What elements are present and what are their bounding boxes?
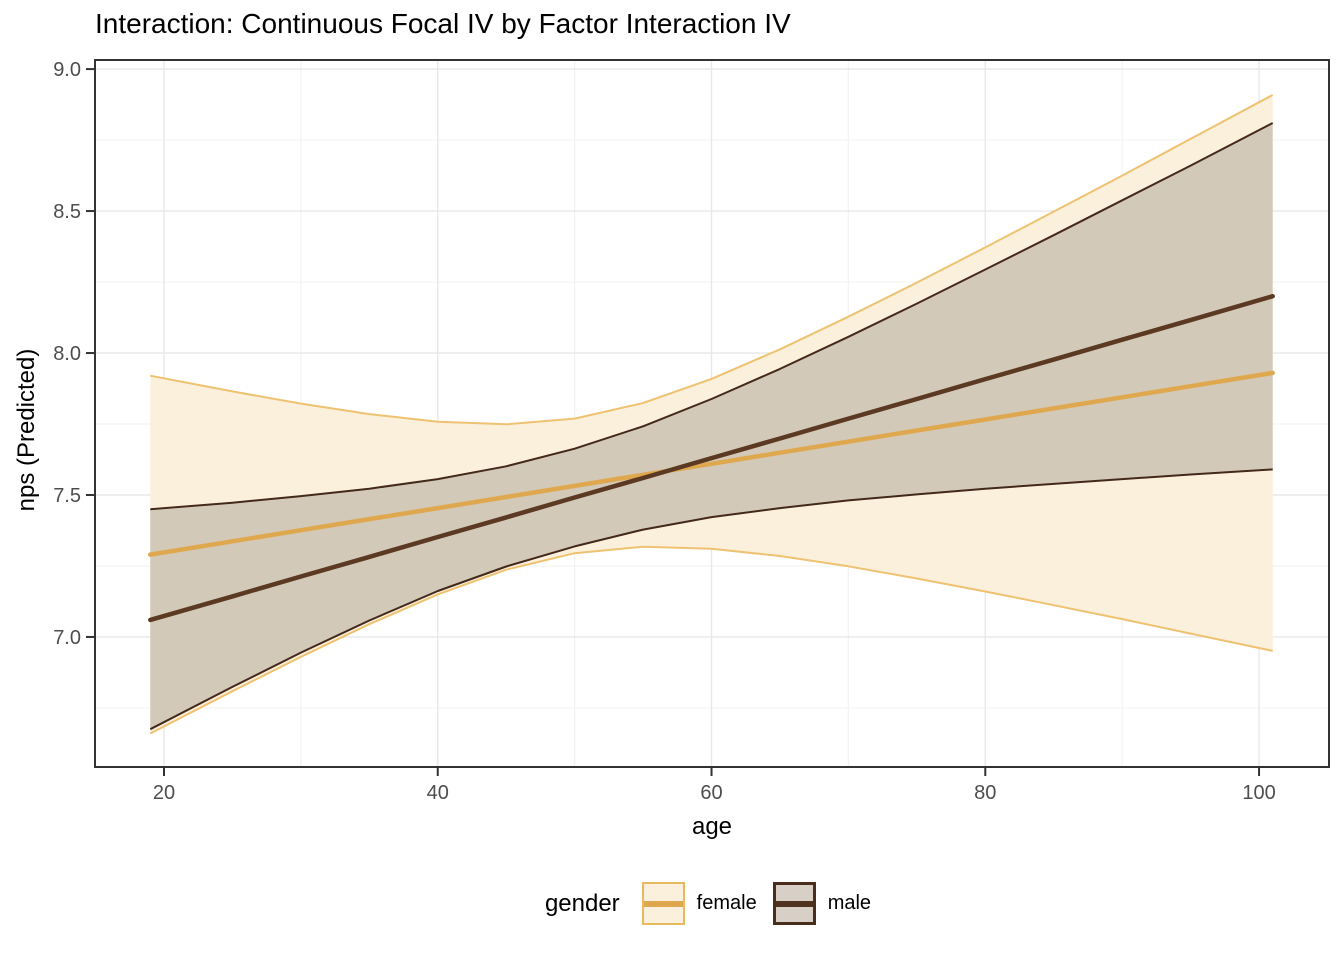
legend-title: gender — [544, 889, 620, 917]
y-axis-title: nps (Predicted) — [13, 348, 40, 512]
ribbon-male — [150, 123, 1273, 730]
chart-title: Interaction: Continuous Focal IV by Fact… — [95, 8, 791, 39]
y-tick-label: 8.0 — [53, 343, 81, 365]
x-tick-label: 100 — [1242, 782, 1275, 804]
panel-border — [94, 59, 1330, 768]
legend-key-male-icon — [772, 882, 816, 925]
x-tick-label: 60 — [700, 782, 722, 804]
legend-entry-female: female — [641, 882, 757, 925]
ribbon-upper-edge-male — [150, 122, 1274, 511]
x-tick-label: 40 — [427, 782, 449, 804]
legend-entry-male: male — [772, 882, 872, 925]
legend-key-male-line-icon — [775, 900, 813, 907]
legend-label-male: male — [827, 892, 872, 914]
x-axis-title: age — [691, 813, 733, 840]
ribbon-lower-edge-male — [149, 468, 1273, 731]
y-tick-label: 7.0 — [53, 627, 81, 649]
legend-key-female-icon — [641, 882, 685, 925]
y-tick-label: 8.5 — [53, 201, 81, 223]
legend-key-female-line-icon — [643, 900, 683, 907]
plot-area: 20 40 60 80 100 7.0 7.5 8.0 8.5 9.0 — [53, 59, 1330, 804]
legend-label-female: female — [696, 892, 757, 914]
x-tick-label: 80 — [974, 782, 996, 804]
trend-line-male — [148, 293, 1275, 623]
ribbon-lower-edge-female — [149, 545, 1273, 735]
y-tick-label: 9.0 — [53, 59, 81, 81]
y-tick-label: 7.5 — [53, 485, 81, 507]
trend-line-female — [148, 370, 1275, 557]
ribbon-upper-edge-female — [150, 94, 1274, 426]
legend: gender female male — [36, 882, 1344, 925]
x-tick-label: 20 — [153, 782, 175, 804]
